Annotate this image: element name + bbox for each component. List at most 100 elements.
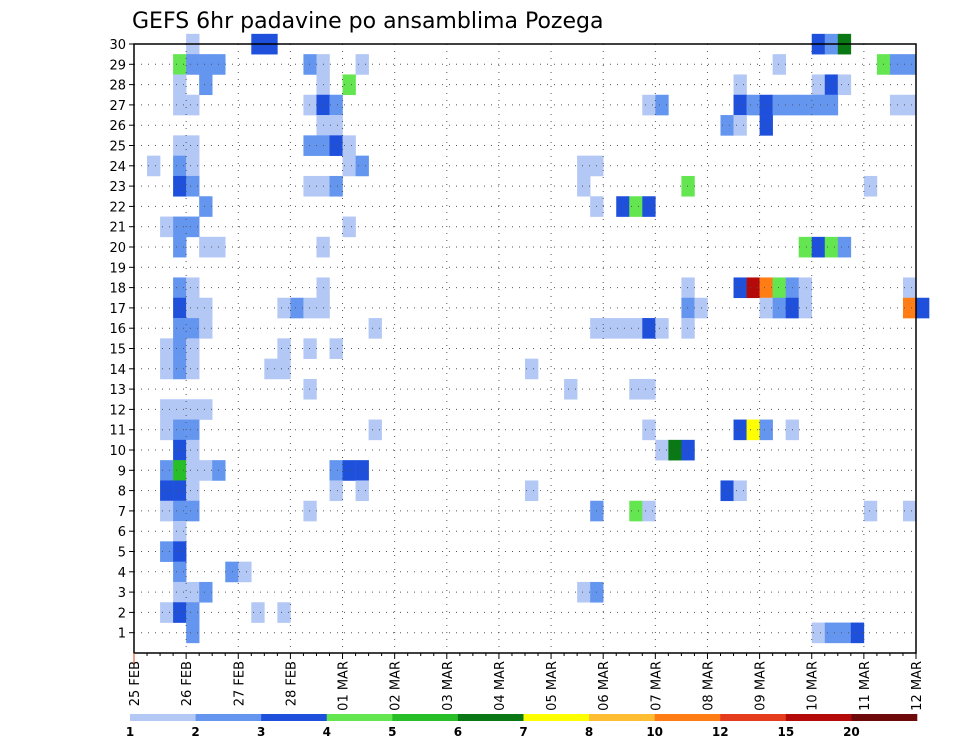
heatmap-cell [616, 318, 630, 339]
heatmap-cell [525, 358, 539, 380]
heatmap-cell [889, 54, 904, 75]
heatmap-cell [199, 318, 213, 339]
heatmap-cell [616, 196, 630, 217]
y-tick-label: 30 [109, 38, 126, 53]
heatmap-cell [863, 175, 878, 197]
colorbar-label: 7 [519, 725, 527, 739]
colorbar-label: 6 [454, 725, 462, 739]
colorbar-swatch [851, 714, 918, 721]
heatmap-cell [186, 500, 200, 522]
heatmap-cell [733, 277, 747, 299]
heatmap-cell [329, 338, 343, 359]
heatmap-cell [173, 602, 187, 623]
y-tick-label: 3 [118, 586, 126, 601]
heatmap-cell [303, 500, 317, 522]
heatmap-cell [355, 460, 369, 481]
x-tick-label: 01 MAR [337, 661, 352, 711]
y-tick-label: 26 [109, 119, 126, 134]
heatmap-cell [199, 236, 213, 258]
heatmap-cell [173, 480, 187, 502]
y-tick-label: 5 [118, 546, 126, 561]
heatmap-cell [746, 419, 760, 441]
y-tick-label: 22 [109, 200, 126, 215]
heatmap-cell [342, 155, 356, 177]
heatmap-cell [577, 155, 591, 177]
heatmap-cell [798, 94, 813, 116]
heatmap-cell [160, 500, 174, 522]
heatmap-cell [186, 439, 200, 461]
colorbar-label: 15 [777, 725, 794, 739]
colorbar-swatch [720, 714, 787, 721]
y-tick-label: 15 [109, 343, 126, 358]
heatmap-cell [655, 94, 669, 116]
y-tick-label: 11 [109, 424, 126, 439]
x-tick-label: 08 MAR [701, 661, 716, 711]
heatmap-cell [186, 277, 200, 299]
heatmap-cell [811, 622, 826, 644]
heatmap-cell [199, 581, 213, 603]
x-tick-label: 02 MAR [389, 661, 404, 711]
heatmap-cell [564, 378, 578, 400]
heatmap-cell [186, 460, 200, 481]
heatmap-cell [824, 74, 839, 96]
heatmap-cell [173, 500, 187, 522]
heatmap-cell [772, 277, 786, 299]
heatmap-cell [811, 236, 826, 258]
y-tick-label: 4 [118, 566, 126, 581]
heatmap-cell [147, 155, 161, 177]
heatmap-cell [655, 318, 669, 339]
heatmap-cell [733, 94, 747, 116]
heatmap-cell [642, 378, 656, 400]
y-tick-label: 10 [109, 444, 126, 459]
heatmap-cell [577, 175, 591, 197]
y-tick-label: 20 [109, 241, 126, 256]
heatmap-cell [186, 622, 200, 644]
heatmap-cell [251, 602, 265, 623]
heatmap-cell [173, 338, 187, 359]
colorbar-swatch [392, 714, 459, 721]
heatmap-cell [342, 216, 356, 238]
heatmap-cell [733, 419, 747, 441]
colorbar-label: 10 [646, 725, 663, 739]
heatmap-cell [355, 155, 369, 177]
heatmap-cell [303, 135, 317, 156]
y-tick-label: 24 [109, 160, 126, 175]
heatmap-cell [173, 216, 187, 238]
heatmap-cell [681, 439, 695, 461]
heatmap-cell [837, 622, 852, 644]
y-tick-label: 28 [109, 79, 126, 94]
heatmap-cell [186, 135, 200, 156]
x-axis: 25 FEB 26 FEB 27 FEB 28 FEB 01 MAR 02 MAR 03 M… [128, 653, 925, 711]
heatmap-cell [173, 521, 187, 542]
heatmap-cell [642, 318, 656, 339]
heatmap-cell [173, 439, 187, 461]
heatmap-cell [277, 358, 291, 380]
colorbar-label: 2 [191, 725, 199, 739]
y-tick-label: 6 [118, 525, 126, 540]
heatmap-cell [342, 460, 356, 481]
heatmap-cell [368, 419, 382, 441]
heatmap-cell [837, 74, 852, 96]
y-tick-label: 21 [109, 221, 126, 236]
heatmap-cell [160, 419, 174, 441]
heatmap-cell [642, 500, 656, 522]
heatmap-cell [186, 155, 200, 177]
heatmap-cell [889, 94, 904, 116]
heatmap-cell [290, 297, 304, 319]
heatmap-cell [642, 196, 656, 217]
heatmap-cell [603, 318, 617, 339]
heatmap-cell [199, 297, 213, 319]
heatmap-cell [759, 297, 773, 319]
heatmap-cell [902, 94, 917, 116]
heatmap-cell [329, 460, 343, 481]
y-axis: 1234567891011121314151617181920212223242… [109, 38, 134, 642]
heatmap-cell [759, 277, 773, 299]
y-tick-label: 25 [109, 140, 126, 155]
heatmap-cell [160, 480, 174, 502]
heatmap-cell [902, 297, 917, 319]
x-tick-label: 10 MAR [806, 661, 821, 711]
heatmap-cell [798, 277, 813, 299]
heatmap-cell [173, 94, 187, 116]
y-tick-label: 2 [118, 606, 126, 621]
